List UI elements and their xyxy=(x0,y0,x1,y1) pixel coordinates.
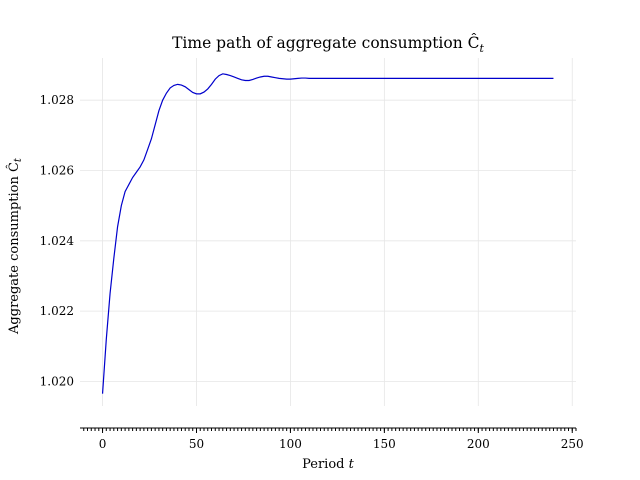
grid xyxy=(80,58,576,406)
x-tick-label: 250 xyxy=(561,437,584,451)
x-tick-label: 50 xyxy=(189,437,204,451)
y-tick-label: 1.020 xyxy=(40,374,74,388)
series-line xyxy=(101,73,554,394)
plot-area xyxy=(101,73,554,394)
x-tick-label: 200 xyxy=(467,437,490,451)
x-tick-label: 100 xyxy=(279,437,302,451)
y-tick-label: 1.026 xyxy=(40,163,74,177)
y-tick-label: 1.022 xyxy=(40,304,74,318)
y-tick-label: 1.024 xyxy=(40,234,75,248)
y-axis-label: Aggregate consumption Ĉt xyxy=(5,157,24,335)
y-tick-label: 1.028 xyxy=(40,93,74,107)
x-tick-label: 0 xyxy=(99,437,107,451)
x-axis: 0 50 100 150 200 250 xyxy=(80,427,584,451)
y-axis: 1.020 1.022 1.024 1.026 1.028 xyxy=(40,93,75,388)
x-tick-label: 150 xyxy=(373,437,396,451)
chart-title: Time path of aggregate consumption Ĉt xyxy=(172,34,484,55)
x-axis-label: Period t xyxy=(302,457,355,472)
